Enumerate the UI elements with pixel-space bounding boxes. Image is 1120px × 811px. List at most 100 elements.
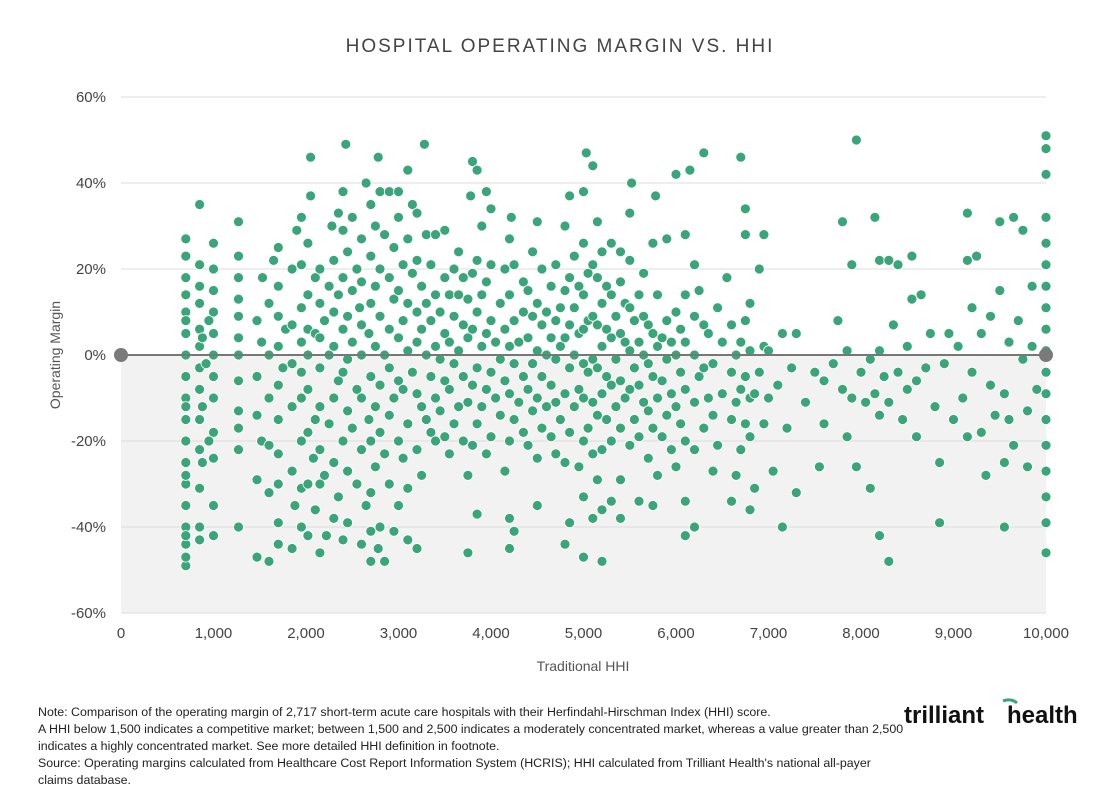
data-point xyxy=(320,530,332,541)
data-point xyxy=(619,336,631,348)
data-point xyxy=(744,297,756,309)
data-point xyxy=(656,332,668,344)
x-tick-label: 0 xyxy=(117,625,125,642)
data-point xyxy=(272,379,284,391)
data-point xyxy=(448,358,460,370)
data-point xyxy=(485,203,497,215)
data-point xyxy=(527,405,538,417)
data-point xyxy=(883,396,895,408)
data-point xyxy=(233,422,244,434)
y-tick-label: 60% xyxy=(76,89,106,106)
data-point xyxy=(1012,315,1024,327)
data-point xyxy=(208,530,219,541)
data-point xyxy=(605,237,617,249)
data-point xyxy=(707,409,719,421)
data-point xyxy=(397,315,409,327)
data-point xyxy=(818,418,830,430)
data-point xyxy=(443,383,455,395)
data-point xyxy=(994,285,1006,296)
x-tick-label: 1,000 xyxy=(195,625,233,642)
footnote-note: Note: Comparison of the operating margin… xyxy=(38,705,771,719)
data-point xyxy=(430,392,441,404)
data-point xyxy=(615,422,626,434)
data-point xyxy=(208,500,219,511)
y-tick-label: 20% xyxy=(76,261,106,278)
data-point xyxy=(679,383,691,395)
data-point xyxy=(689,310,700,322)
data-point xyxy=(314,332,326,344)
data-point xyxy=(194,383,206,395)
data-point xyxy=(295,521,307,533)
data-point xyxy=(309,504,321,516)
data-point xyxy=(957,392,969,404)
data-point xyxy=(587,513,599,524)
data-point xyxy=(564,517,575,529)
data-point xyxy=(522,332,534,344)
data-point xyxy=(559,285,571,296)
data-point xyxy=(878,371,890,382)
data-point xyxy=(716,388,728,400)
data-point xyxy=(1040,302,1052,314)
data-point xyxy=(948,414,959,425)
data-point xyxy=(679,495,691,507)
data-point xyxy=(559,538,571,550)
data-point xyxy=(735,444,747,456)
data-point xyxy=(295,392,307,404)
data-point xyxy=(689,259,700,271)
data-point xyxy=(596,444,608,456)
data-point xyxy=(272,280,284,292)
data-point xyxy=(194,414,206,425)
data-point xyxy=(901,340,913,352)
data-point xyxy=(467,156,478,167)
x-tick-label: 5,000 xyxy=(565,625,603,642)
data-point xyxy=(465,190,477,202)
data-point xyxy=(994,216,1006,228)
data-point xyxy=(679,336,691,348)
data-point xyxy=(559,332,571,344)
data-point xyxy=(679,435,691,447)
data-point xyxy=(615,474,626,486)
data-point xyxy=(1017,224,1029,236)
data-point xyxy=(629,315,640,327)
data-point xyxy=(689,444,700,456)
data-point xyxy=(592,319,603,331)
data-point xyxy=(712,439,723,451)
data-point xyxy=(291,224,303,236)
data-point xyxy=(841,431,853,443)
data-point xyxy=(369,340,381,352)
data-point xyxy=(196,457,208,468)
data-point xyxy=(342,517,354,529)
data-point xyxy=(740,315,751,327)
data-point xyxy=(753,366,765,378)
data-point xyxy=(430,229,441,241)
data-point xyxy=(647,328,659,339)
data-point xyxy=(518,371,529,382)
data-point xyxy=(1022,405,1033,417)
data-point xyxy=(564,362,575,374)
data-point xyxy=(559,388,571,400)
data-point xyxy=(656,431,668,443)
data-point xyxy=(480,448,492,460)
data-point xyxy=(726,319,737,331)
data-point xyxy=(740,203,751,215)
data-point xyxy=(592,362,603,374)
data-point xyxy=(406,199,418,210)
data-point xyxy=(471,164,483,176)
data-point xyxy=(397,452,409,464)
data-point xyxy=(302,530,314,541)
data-point xyxy=(286,543,298,554)
data-point xyxy=(615,246,626,258)
data-point xyxy=(508,315,520,327)
data-point xyxy=(582,366,594,378)
data-point xyxy=(638,310,649,322)
data-point xyxy=(443,448,455,460)
data-point xyxy=(448,310,460,322)
data-point xyxy=(962,254,973,266)
data-point xyxy=(596,388,608,400)
data-point xyxy=(180,233,192,245)
data-point xyxy=(314,401,326,413)
data-point xyxy=(351,263,363,275)
data-point xyxy=(194,444,206,456)
data-point xyxy=(374,379,386,391)
data-point xyxy=(578,491,589,503)
